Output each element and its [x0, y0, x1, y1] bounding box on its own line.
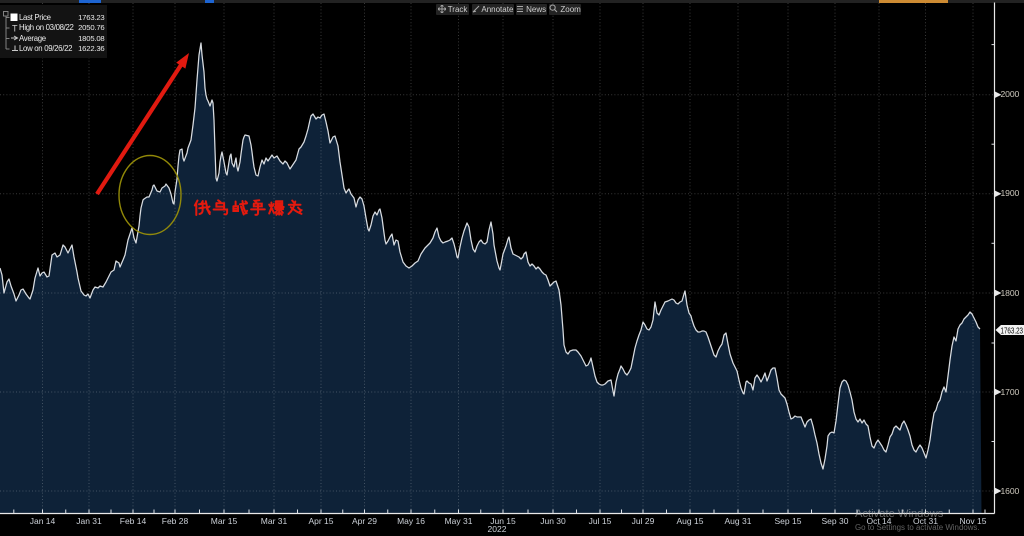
- svg-text:1763.23: 1763.23: [1001, 326, 1024, 335]
- svg-text:T: T: [12, 23, 18, 33]
